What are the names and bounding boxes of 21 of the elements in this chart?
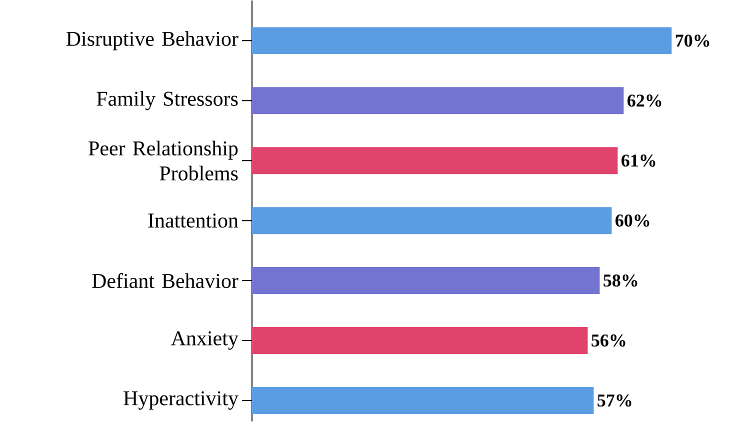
y-tick-label: Inattention bbox=[148, 214, 238, 228]
data-label: 60% bbox=[616, 214, 650, 227]
y-tick-label: Hyperactivity bbox=[124, 391, 238, 410]
bar bbox=[252, 387, 594, 414]
y-tick-label: Disruptive Behavior bbox=[66, 31, 238, 50]
bar bbox=[252, 27, 672, 54]
bar bbox=[252, 207, 612, 234]
data-label: 58% bbox=[604, 274, 638, 287]
bar bbox=[252, 147, 618, 174]
y-tick-label: Defiant Behavior bbox=[92, 273, 238, 288]
data-label: 57% bbox=[598, 394, 632, 407]
y-tick-label: Peer Relationship Problems bbox=[88, 140, 238, 181]
data-label: 70% bbox=[676, 34, 710, 47]
bar bbox=[252, 87, 624, 114]
bar bbox=[252, 327, 588, 354]
y-tick-label: Anxiety bbox=[171, 331, 238, 350]
bar bbox=[252, 267, 600, 294]
y-tick-label: Family Stressors bbox=[96, 91, 238, 110]
data-label: 56% bbox=[592, 334, 626, 347]
data-label: 62% bbox=[627, 94, 662, 107]
data-label: 61% bbox=[622, 154, 656, 167]
